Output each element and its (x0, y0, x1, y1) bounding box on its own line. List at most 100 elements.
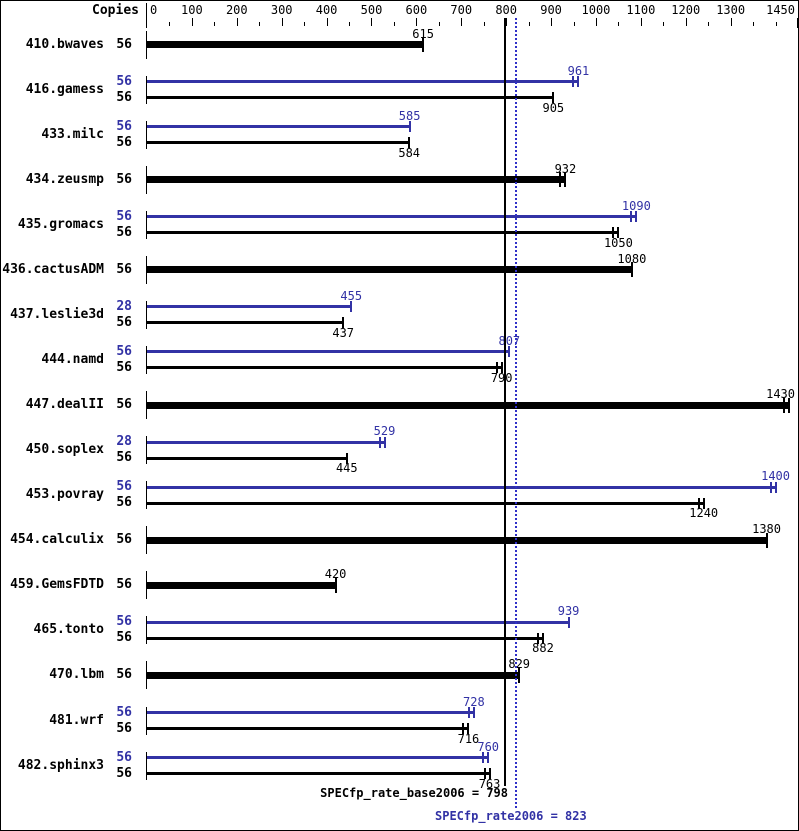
value-label: 437 (332, 325, 355, 340)
axis-minor-tick (214, 22, 216, 26)
value-label: 1240 (689, 506, 719, 521)
value-label: 716 (457, 731, 480, 746)
benchmark-label: 416.gamess (25, 81, 104, 97)
group-axis-line (146, 751, 147, 780)
copies-label: 56 (116, 343, 132, 359)
copies-label: 56 (116, 397, 132, 413)
group-axis-line (146, 571, 147, 600)
copies-label: 56 (116, 224, 132, 240)
copies-label: 56 (116, 667, 132, 683)
axis-major-tick (730, 18, 732, 26)
copies-label: 56 (116, 89, 132, 105)
bar-end-tick (408, 121, 411, 133)
benchmark-label: 450.soplex (25, 442, 104, 458)
axis-minor-tick (304, 22, 306, 26)
base-bar (147, 772, 490, 776)
value-label: 1430 (766, 387, 795, 402)
benchmark-label: 410.bwaves (25, 36, 104, 52)
bar-range-tick (769, 481, 772, 493)
base-mean-line (504, 18, 507, 786)
copies-label: 56 (116, 208, 132, 224)
axis-minor-tick (618, 22, 620, 26)
base-peak-bar (147, 581, 336, 589)
bar-end-tick (487, 752, 490, 764)
axis-label: 100 (181, 3, 203, 17)
base-bar (147, 141, 410, 145)
bar-end-tick (422, 37, 425, 52)
copies-label: 56 (116, 118, 132, 134)
axis-label: 1000 (581, 3, 611, 17)
value-label: 932 (554, 161, 577, 176)
base-result-text: SPECfp_rate_base2006 = 798 (320, 786, 508, 800)
axis-minor-tick (775, 22, 777, 26)
value-label: 728 (463, 694, 485, 709)
bar-end-tick (350, 301, 353, 313)
bar-end-tick (488, 768, 491, 780)
bar-end-tick (467, 723, 470, 735)
benchmark-label: 434.zeusmp (25, 171, 104, 187)
copies-label: 56 (116, 171, 132, 187)
axis-major-tick (371, 18, 373, 26)
axis-label: 200 (225, 3, 248, 17)
axis-end-tick (797, 18, 798, 28)
copies-label: 56 (116, 261, 132, 277)
bar-end-tick (334, 577, 337, 593)
axis-minor-tick (753, 22, 755, 26)
peak-bar (147, 440, 385, 444)
bar-range-tick (483, 768, 486, 780)
benchmark-label: 433.milc (41, 126, 104, 142)
benchmark-label: 437.leslie3d (10, 306, 104, 322)
value-label: 585 (398, 108, 421, 123)
bar-range-tick (467, 707, 470, 719)
peak-bar (147, 80, 579, 84)
bar-end-tick (702, 497, 705, 509)
axis-major-tick (281, 18, 283, 26)
bar-end-tick (635, 211, 638, 223)
bar-end-tick (541, 632, 544, 644)
benchmark-label: 435.gromacs (17, 216, 104, 232)
copies-label: 28 (116, 434, 132, 450)
group-axis-line (146, 120, 147, 149)
benchmark-label: 444.namd (41, 351, 104, 367)
group-axis-line (146, 616, 147, 645)
value-label: 961 (567, 63, 590, 78)
bar-end-tick (564, 172, 567, 188)
axis-label: 800 (495, 3, 518, 17)
axis-zero-line (146, 3, 147, 28)
copies-label: 56 (116, 532, 132, 548)
copies-label: 56 (116, 614, 132, 630)
group-axis-line (146, 481, 147, 510)
bar-end-tick (630, 262, 633, 278)
axis-label: 1200 (671, 3, 701, 17)
bar-end-tick (552, 92, 555, 104)
axis-major-tick (506, 18, 508, 26)
group-axis-line (146, 30, 147, 59)
axis-minor-tick (663, 22, 665, 26)
copies-label: 56 (116, 577, 132, 593)
value-label: 763 (478, 776, 501, 791)
benchmark-label: 436.cactusADM (2, 261, 104, 277)
base-peak-bar (147, 41, 424, 48)
copies-label: 56 (116, 134, 132, 150)
peak-bar (147, 215, 637, 219)
axis-label: 900 (540, 3, 562, 17)
bar-end-tick (383, 436, 386, 448)
peak-bar (147, 305, 352, 309)
copies-header: Copies (92, 3, 139, 18)
base-bar (147, 636, 543, 640)
bar-end-tick (567, 616, 570, 628)
value-label: 1400 (761, 469, 790, 484)
value-label: 420 (324, 567, 347, 582)
value-label: 455 (340, 288, 363, 303)
bar-end-tick (500, 362, 503, 374)
bar-range-tick (482, 752, 485, 764)
value-label: 445 (335, 461, 358, 476)
value-label: 760 (477, 739, 500, 754)
benchmark-label: 482.sphinx3 (17, 757, 104, 773)
peak-bar (147, 350, 510, 354)
value-label: 939 (557, 604, 580, 619)
axis-major-tick (416, 18, 418, 26)
copies-label: 56 (116, 720, 132, 736)
base-peak-bar (147, 266, 632, 274)
